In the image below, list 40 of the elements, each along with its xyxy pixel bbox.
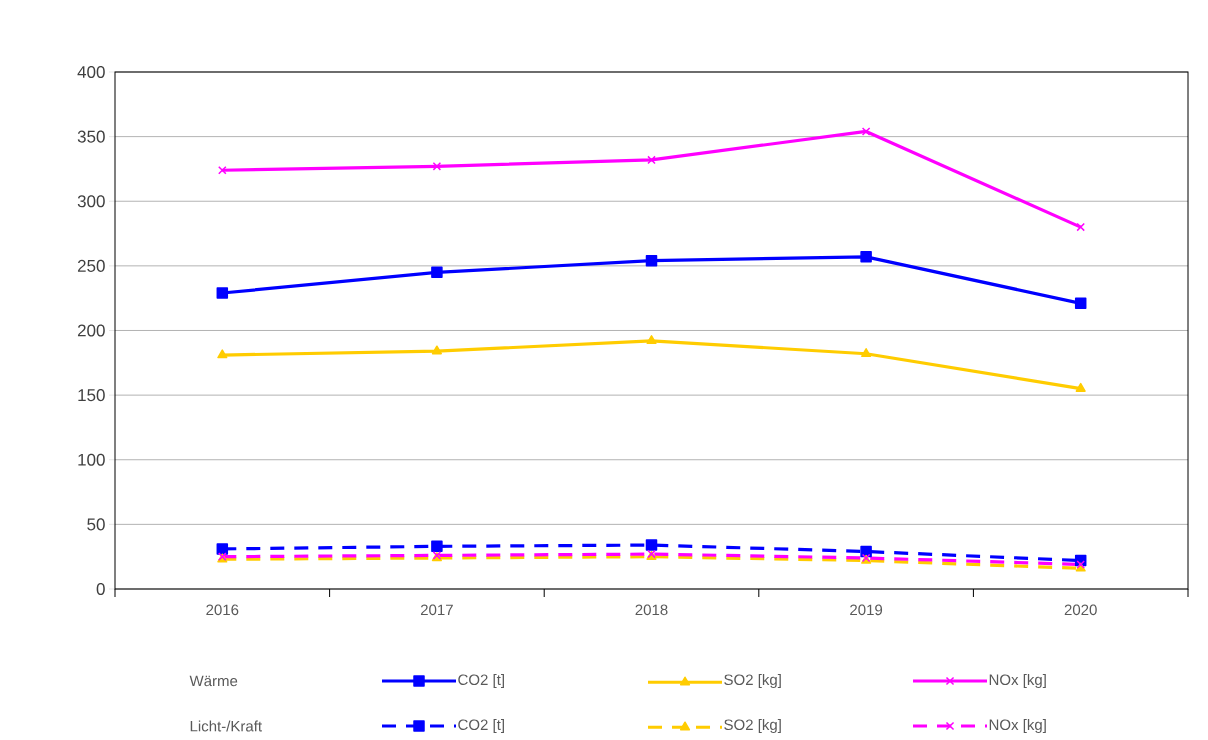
x-tick-label: 2018 bbox=[635, 604, 668, 616]
y-tick-label: 50 bbox=[87, 518, 105, 531]
point bbox=[1075, 382, 1086, 392]
y-tick-label: 100 bbox=[78, 453, 105, 466]
point bbox=[645, 539, 658, 551]
point bbox=[431, 266, 443, 279]
point bbox=[216, 543, 229, 555]
x-tick-label: 2020 bbox=[1064, 604, 1097, 616]
point bbox=[647, 155, 656, 165]
point bbox=[646, 335, 657, 345]
x-tick-label: 2016 bbox=[206, 604, 239, 616]
y-tick-label: 400 bbox=[77, 65, 105, 79]
y-tick-label: 300 bbox=[77, 195, 105, 208]
legend-label: CO2 [t] bbox=[458, 719, 504, 733]
point bbox=[216, 287, 229, 299]
point bbox=[1076, 222, 1085, 232]
point bbox=[1074, 297, 1087, 310]
legend-label: CO2 [t] bbox=[458, 674, 504, 688]
legend-label: SO2 [kg] bbox=[724, 719, 781, 733]
point bbox=[861, 348, 872, 358]
legend-label: NOx [kg] bbox=[989, 674, 1046, 688]
point bbox=[432, 162, 442, 171]
y-tick-label: 350 bbox=[77, 130, 105, 143]
y-tick-label: 150 bbox=[78, 389, 105, 402]
legend-label: NOx [kg] bbox=[989, 719, 1046, 733]
x-tick-label: 2017 bbox=[420, 604, 453, 616]
point bbox=[645, 254, 658, 267]
point bbox=[217, 349, 228, 359]
x-tick-label: 2019 bbox=[850, 604, 883, 616]
text: Licht-/Kraft bbox=[190, 720, 262, 732]
point bbox=[861, 127, 871, 136]
y-tick-label: 250 bbox=[77, 259, 105, 272]
legend-label: SO2 [kg] bbox=[724, 674, 781, 688]
y-tick-label: 200 bbox=[77, 324, 105, 337]
point bbox=[860, 251, 872, 263]
y-tick-label: 0 bbox=[96, 582, 105, 596]
point bbox=[431, 345, 442, 355]
point bbox=[218, 165, 227, 175]
point bbox=[431, 540, 443, 553]
text: Wärme bbox=[189, 675, 238, 687]
